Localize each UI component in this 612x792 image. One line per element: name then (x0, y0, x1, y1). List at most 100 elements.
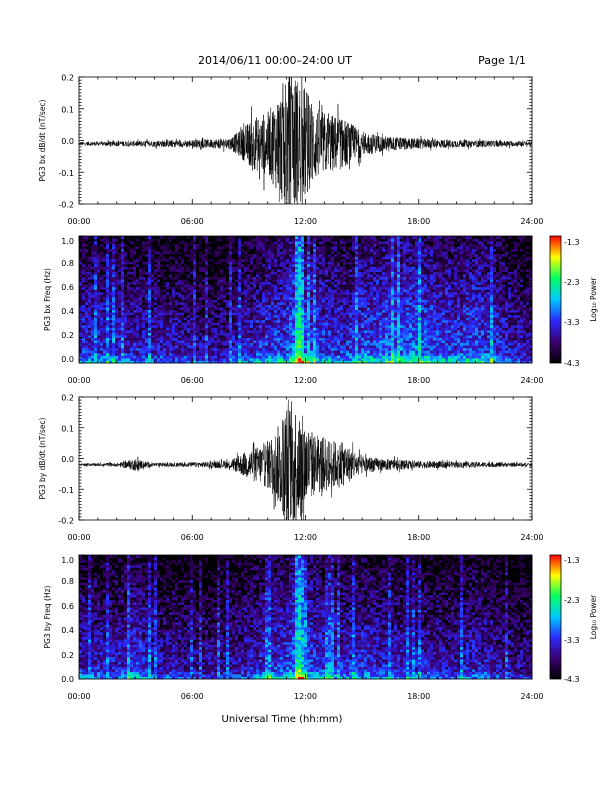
spectrogram-cell (262, 324, 266, 328)
spectrogram-cell (283, 299, 287, 303)
spectrogram-cell (205, 246, 209, 250)
spectrogram-cell (142, 289, 146, 293)
spectrogram-cell (145, 281, 149, 285)
spectrogram-cell (85, 263, 89, 267)
spectrogram-cell (109, 314, 113, 318)
spectrogram-cell (301, 274, 305, 278)
spectrogram-cell (226, 243, 230, 247)
spectrogram-cell (307, 269, 311, 272)
spectrogram-cell (355, 263, 359, 267)
spectrogram-cell (217, 248, 221, 252)
spectrogram-cell (163, 314, 167, 318)
spectrogram-cell (331, 342, 335, 346)
spectrogram-cell (178, 274, 182, 278)
spectrogram-cell (169, 251, 173, 255)
spectrogram-cell (259, 274, 263, 278)
spectrogram-cell (118, 357, 122, 361)
spectrogram-cell (355, 279, 359, 283)
spectrogram-cell (364, 236, 368, 239)
spectrogram-cell (130, 345, 134, 349)
spectrogram-cell (181, 253, 185, 257)
spectrogram-cell (214, 243, 218, 247)
spectrogram-cell (169, 312, 173, 316)
spectrogram-cell (220, 342, 224, 346)
spectrogram-cell (139, 319, 143, 323)
spectrogram-cell (268, 345, 272, 349)
spectrogram-cell (148, 248, 152, 252)
spectrogram-cell (253, 246, 257, 250)
spectrogram-cell (211, 253, 215, 257)
spectrogram-cell (322, 345, 326, 349)
spectrogram-cell (229, 248, 233, 252)
spectrogram-cell (247, 269, 251, 272)
spectrogram-cell (178, 299, 182, 303)
spectrogram-cell (208, 345, 212, 349)
spectrogram-cell (166, 352, 170, 356)
spectrogram-cell (160, 314, 164, 318)
spectrogram-cell (313, 314, 317, 318)
spectrogram-cell (157, 246, 161, 250)
spectrogram-cell (142, 352, 146, 356)
spectrogram-cell (184, 271, 188, 275)
spectrogram-cell (289, 319, 293, 323)
spectrogram-cell (127, 319, 131, 323)
spectrogram-cell (211, 309, 215, 313)
spectrogram-cell (97, 238, 101, 242)
spectrogram-cell (235, 296, 239, 300)
spectrogram-cell (295, 241, 299, 245)
spectrogram-cell (253, 241, 257, 245)
spectrogram-cell (94, 309, 98, 313)
spectrogram-cell (160, 246, 164, 250)
spectrogram-cell (133, 251, 137, 255)
spectrogram-cell (277, 302, 281, 305)
spectrogram-cell (292, 347, 296, 351)
spectrogram-cell (331, 337, 335, 341)
spectrogram-cell (190, 248, 194, 252)
spectrogram-cell (265, 276, 269, 280)
spectrogram-cell (271, 236, 275, 239)
spectrogram-cell (301, 238, 305, 242)
spectrogram-cell (184, 309, 188, 313)
spectrogram-cell (103, 291, 107, 295)
spectrogram-cell (148, 309, 152, 313)
spectrogram-cell (100, 357, 104, 361)
spectrogram-cell (256, 246, 260, 250)
spectrogram-cell (106, 302, 110, 305)
spectrogram-cell (184, 304, 188, 308)
spectrogram-cell (265, 291, 269, 295)
spectrogram-cell (100, 322, 104, 326)
spectrogram-cell (94, 314, 98, 318)
spectrogram-cell (130, 309, 134, 313)
spectrogram-cell (331, 271, 335, 275)
spectrogram-cell (268, 324, 272, 328)
spectrogram-cell (298, 261, 302, 265)
spectrogram-cell (163, 335, 167, 338)
spectrogram-cell (118, 274, 122, 278)
spectrogram-cell (220, 263, 224, 267)
spectrogram-cell (286, 281, 290, 285)
spectrogram-cell (160, 307, 164, 311)
spectrogram-cell (184, 340, 188, 344)
spectrogram-cell (289, 347, 293, 351)
spectrogram-cell (91, 256, 95, 260)
spectrogram-cell (346, 314, 350, 318)
spectrogram-cell (250, 243, 254, 247)
bx-dbdt-trace (79, 77, 532, 204)
spectrogram-cell (205, 322, 209, 326)
spectrogram-cell (79, 269, 83, 272)
spectrogram-cell (145, 246, 149, 250)
spectrogram-cell (118, 261, 122, 265)
spectrogram-cell (337, 345, 341, 349)
spectrogram-cell (304, 263, 308, 267)
spectrogram-cell (124, 296, 128, 300)
spectrogram-cell (136, 274, 140, 278)
spectrogram-cell (133, 236, 137, 239)
spectrogram-cell (325, 319, 329, 323)
spectrogram-cell (160, 256, 164, 260)
spectrogram-cell (82, 246, 86, 250)
spectrogram-cell (103, 281, 107, 285)
spectrogram-cell (346, 342, 350, 346)
spectrogram-cell (124, 291, 128, 295)
spectrogram-cell (208, 299, 212, 303)
spectrogram-cell (121, 345, 125, 349)
